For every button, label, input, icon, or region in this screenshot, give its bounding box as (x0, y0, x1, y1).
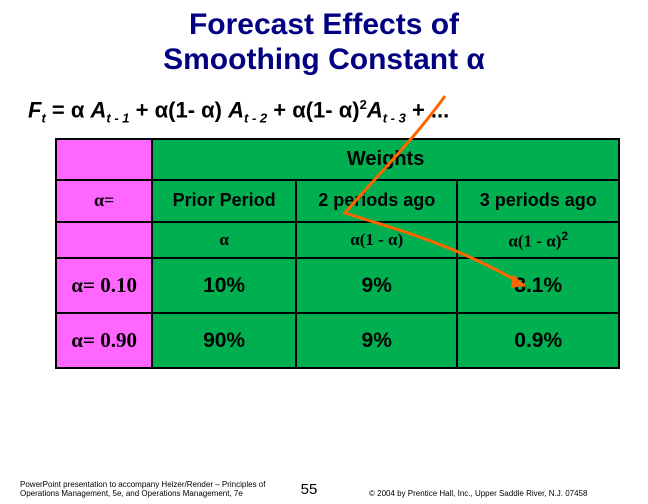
footer-right: © 2004 by Prentice Hall, Inc., Upper Sad… (339, 489, 628, 498)
table-row: Weights (56, 139, 619, 180)
table-row: α= 0.10 10% 9% 8.1% (56, 258, 619, 313)
slide-title: Forecast Effects of Smoothing Constant α (0, 0, 648, 81)
table-row: α α(1 - α) α(1 - α)2 (56, 222, 619, 259)
slide-number: 55 (279, 481, 339, 498)
formula: Ft = α At - 1 + α(1- α) At - 2 + α(1- α)… (0, 81, 648, 134)
table-row: α= Prior Period 2 periods ago 3 periods … (56, 180, 619, 222)
table-row: α= 0.90 90% 9% 0.9% (56, 313, 619, 368)
slide-footer: PowerPoint presentation to accompany Hei… (0, 480, 648, 498)
weights-table-container: Weights α= Prior Period 2 periods ago 3 … (55, 138, 620, 369)
weights-table: Weights α= Prior Period 2 periods ago 3 … (55, 138, 620, 369)
footer-left: PowerPoint presentation to accompany Hei… (20, 480, 279, 498)
